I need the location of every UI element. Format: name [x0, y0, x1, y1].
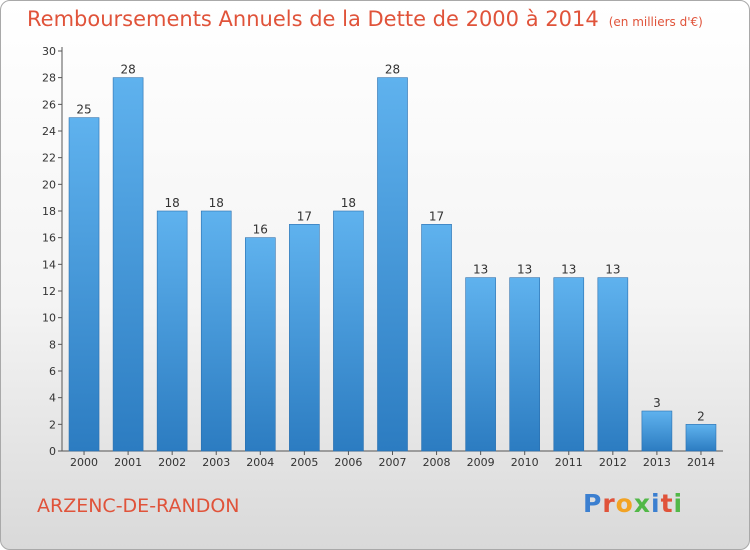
bar-2005	[289, 224, 320, 452]
bar-2004	[245, 237, 276, 452]
data-label-2001: 28	[120, 63, 135, 77]
x-tick-label-2003: 2003	[202, 456, 230, 469]
x-tick-label-2011: 2011	[555, 456, 583, 469]
bar-2010	[509, 277, 541, 452]
data-label-2014: 2	[697, 409, 705, 423]
data-label-2005: 17	[297, 209, 312, 223]
location-name: ARZENC-DE-RANDON	[37, 495, 240, 517]
bar-2008	[421, 224, 452, 452]
y-tick-label: 8	[49, 338, 56, 351]
bar-2012	[597, 277, 629, 452]
bar-2000	[68, 117, 100, 452]
data-label-2003: 18	[209, 196, 224, 210]
data-label-2009: 13	[473, 263, 488, 277]
x-tick-label-2001: 2001	[114, 456, 142, 469]
logo-letter: r	[602, 489, 616, 518]
chart-bars	[68, 77, 717, 452]
x-tick-label-2013: 2013	[643, 456, 671, 469]
x-tick-label-2012: 2012	[599, 456, 627, 469]
logo-letter: t	[660, 489, 674, 518]
bar-2011	[553, 277, 585, 452]
x-tick-label-2014: 2014	[687, 456, 715, 469]
bar-2006	[333, 210, 364, 452]
logo-letter: P	[583, 489, 603, 518]
logo-letter: o	[615, 489, 634, 518]
data-label-2007: 28	[385, 63, 400, 77]
y-tick-label: 12	[42, 285, 56, 298]
y-tick-label: 24	[42, 125, 56, 138]
x-tick-label-2007: 2007	[379, 456, 407, 469]
y-tick-label: 14	[42, 258, 56, 271]
bar-2001	[112, 77, 144, 452]
y-tick-label: 22	[42, 152, 56, 165]
y-tick-label: 6	[49, 365, 56, 378]
chart-title: Remboursements Annuels de la Dette de 20…	[27, 7, 703, 31]
chart-title-text: Remboursements Annuels de la Dette de 20…	[27, 7, 599, 31]
y-tick-label: 10	[42, 312, 56, 325]
x-tick-label-2002: 2002	[158, 456, 186, 469]
y-tick-label: 0	[49, 445, 56, 458]
chart-subtitle: (en milliers d'€)	[608, 15, 703, 29]
y-tick-label: 4	[49, 392, 56, 405]
bar-2003	[200, 210, 232, 452]
data-label-2012: 13	[605, 263, 620, 277]
logo-letter: x	[633, 489, 651, 518]
x-tick-label-2010: 2010	[511, 456, 539, 469]
data-label-2008: 17	[429, 209, 444, 223]
x-tick-label-2000: 2000	[70, 456, 98, 469]
chart-data-labels: 25 28 18 18 16 17 18 28 17 13 13 13 13 3 2	[76, 63, 704, 424]
data-label-2013: 3	[653, 396, 661, 410]
logo-letter: i	[651, 489, 661, 518]
data-label-2002: 18	[165, 196, 180, 210]
logo-letter: i	[673, 489, 684, 518]
x-tick-label-2009: 2009	[467, 456, 495, 469]
y-tick-label: 2	[49, 418, 56, 431]
y-tick-label: 26	[42, 98, 56, 111]
proxiti-logo: Proxiti	[583, 489, 683, 518]
data-label-2006: 18	[341, 196, 356, 210]
x-tick-label-2008: 2008	[423, 456, 451, 469]
bar-2013	[641, 410, 673, 452]
y-tick-label: 28	[42, 72, 56, 85]
data-label-2011: 13	[561, 263, 576, 277]
y-tick-label: 20	[42, 178, 56, 191]
data-label-2000: 25	[76, 103, 91, 117]
y-tick-label: 16	[42, 232, 56, 245]
bar-2007	[377, 77, 408, 452]
bar-2014	[685, 424, 717, 452]
y-tick-label: 30	[42, 45, 56, 58]
x-tick-label-2004: 2004	[246, 456, 274, 469]
bar-2002	[156, 210, 188, 452]
x-tick-label-2006: 2006	[334, 456, 362, 469]
x-tick-label-2005: 2005	[290, 456, 318, 469]
bar-2009	[465, 277, 496, 452]
y-tick-label: 18	[42, 205, 56, 218]
data-label-2004: 16	[253, 223, 268, 237]
data-label-2010: 13	[517, 263, 532, 277]
